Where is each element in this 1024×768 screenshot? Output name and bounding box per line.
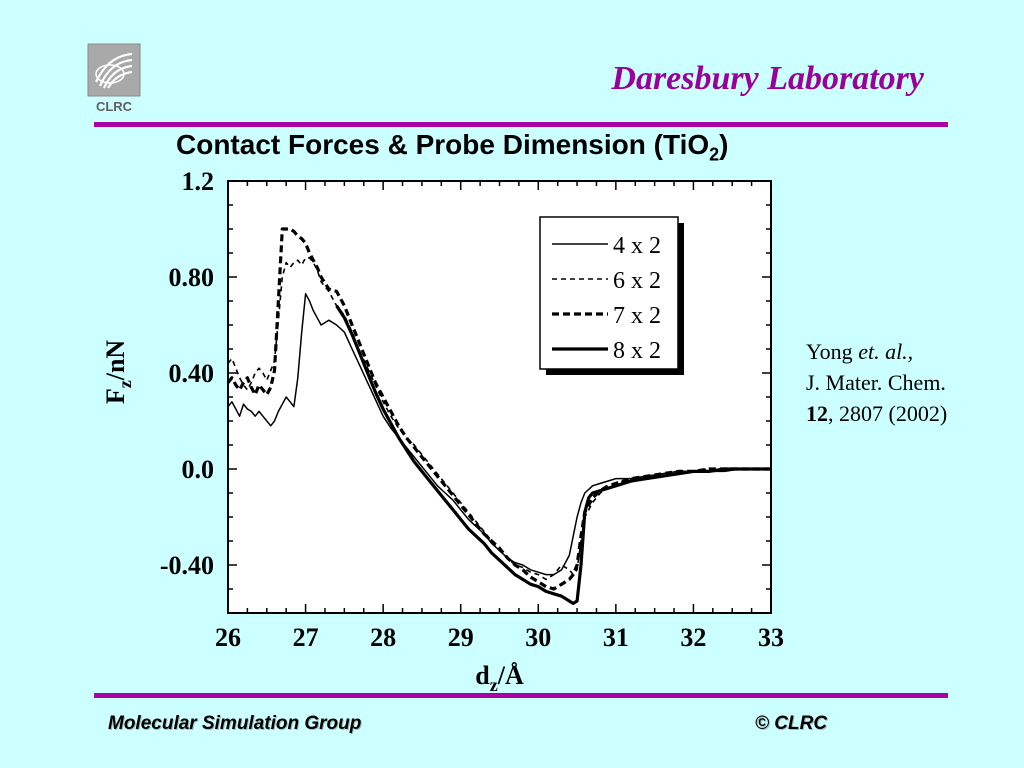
series-line-1 (227, 293, 771, 576)
y-axis-label: Fz/nN (101, 340, 135, 405)
legend-label-3: 7 x 2 (613, 303, 661, 329)
clrc-logo: CLRC (87, 43, 141, 114)
legend-label-4: 8 x 2 (613, 338, 661, 364)
x-tick-label: 32 (680, 623, 706, 652)
x-tick-label: 28 (370, 623, 396, 652)
x-tick-label: 31 (603, 623, 629, 652)
citation-pages: , 2807 (2002) (828, 401, 948, 426)
legend-label-1: 4 x 2 (613, 233, 661, 259)
footer-group: Molecular Simulation Group (108, 713, 362, 734)
y-tick-label: 1.2 (182, 167, 215, 196)
logo-text: CLRC (96, 99, 133, 114)
y-tick-label: -0.40 (160, 551, 214, 580)
bottom-divider (94, 693, 948, 698)
y-tick-label: 0.40 (169, 359, 215, 388)
x-axis-label: dz/Å (475, 661, 524, 695)
citation-volume-line: 12, 2807 (2002) (806, 398, 947, 429)
citation: Yong et. al., J. Mater. Chem. 12, 2807 (… (806, 336, 947, 429)
top-divider (94, 122, 948, 127)
slide-title: Contact Forces & Probe Dimension (TiO2) (176, 129, 728, 166)
x-tick-label: 33 (758, 623, 784, 652)
legend-label-2: 6 x 2 (613, 268, 661, 294)
citation-journal: J. Mater. Chem. (806, 370, 946, 395)
title-main: Contact Forces & Probe Dimension (TiO (176, 129, 710, 160)
x-tick-label: 30 (525, 623, 551, 652)
citation-etal: et. al., (858, 339, 914, 364)
y-tick-label: 0.0 (182, 455, 215, 484)
series-line-4 (335, 304, 771, 606)
citation-authors: Yong et. al., (806, 336, 947, 367)
x-tick-label: 29 (448, 623, 474, 652)
footer-copyright: © CLRC (755, 713, 828, 734)
title-close: ) (719, 129, 729, 160)
title-subscript: 2 (709, 144, 720, 165)
x-tick-label: 27 (293, 623, 319, 652)
legend-box (539, 216, 679, 370)
citation-volume: 12 (806, 401, 828, 426)
lab-name: Daresbury Laboratory (611, 60, 924, 97)
citation-author: Yong (806, 339, 853, 364)
y-tick-label: 0.80 (169, 263, 215, 292)
x-tick-label: 26 (215, 623, 241, 652)
